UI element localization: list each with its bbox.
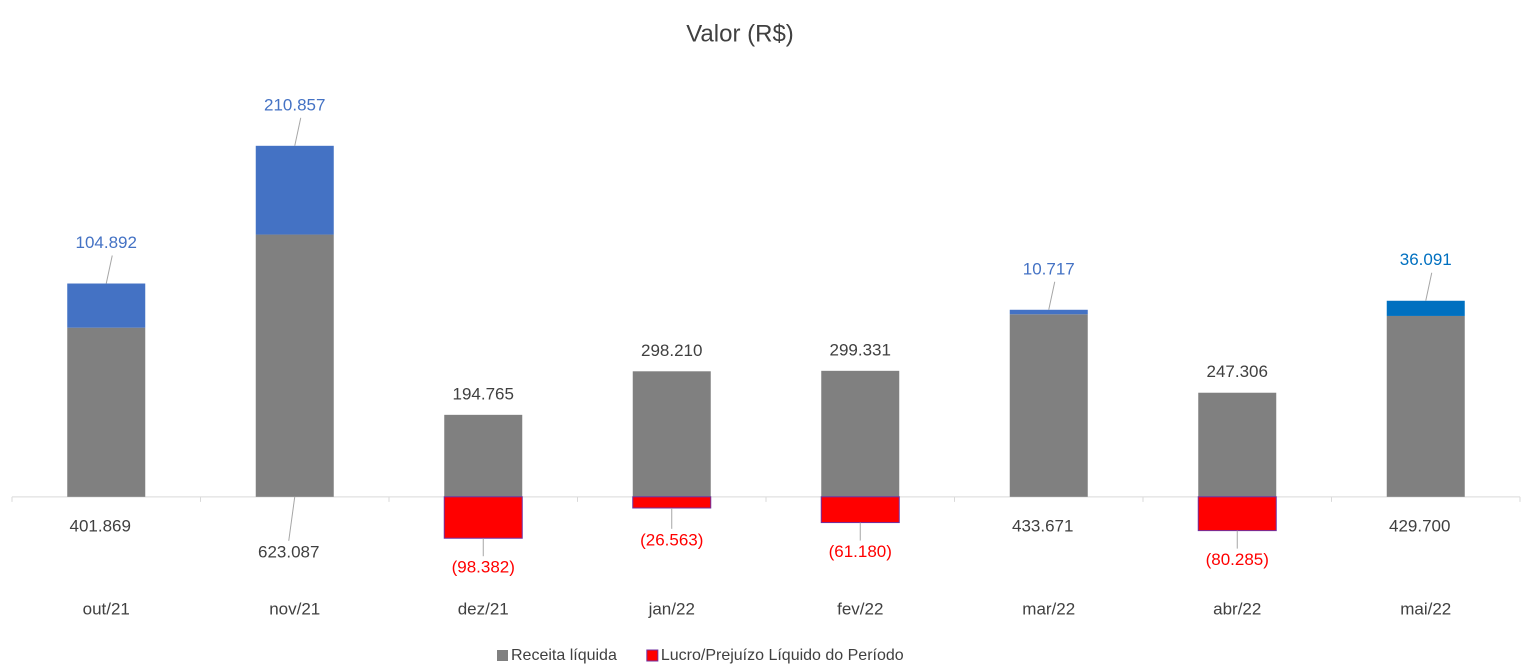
- x-tick-label: fev/22: [837, 599, 883, 618]
- data-label: 210.857: [264, 95, 325, 114]
- chart-title: Valor (R$): [686, 20, 794, 47]
- x-tick-label: nov/21: [269, 599, 320, 618]
- bar: [632, 371, 711, 497]
- data-label: 429.700: [1389, 516, 1450, 535]
- bar: [1198, 392, 1277, 497]
- leader-line: [294, 117, 302, 146]
- bar: [1197, 496, 1277, 532]
- x-tick-label: mai/22: [1400, 599, 1451, 618]
- legend-swatch: [497, 650, 508, 661]
- x-tick-label: out/21: [83, 599, 130, 618]
- bar: [1386, 300, 1465, 316]
- bar: [632, 496, 712, 509]
- bar: [67, 327, 146, 497]
- bar: [255, 234, 334, 497]
- leader-line: [1425, 272, 1433, 301]
- bar: [1386, 315, 1465, 497]
- leader-line: [105, 255, 113, 284]
- legend-swatch: [646, 649, 659, 662]
- data-label: (61.180): [829, 542, 892, 561]
- bar: [820, 496, 900, 524]
- data-label: 10.717: [1023, 259, 1075, 278]
- x-tick-label: jan/22: [648, 599, 695, 618]
- x-tick-label: mar/22: [1022, 599, 1075, 618]
- data-label: 298.210: [641, 341, 702, 360]
- data-label: (80.285): [1206, 550, 1269, 569]
- data-label: (26.563): [640, 530, 703, 549]
- bar: [1009, 309, 1088, 315]
- bar: [67, 283, 146, 328]
- x-tick-label: dez/21: [458, 599, 509, 618]
- data-label: (98.382): [452, 558, 515, 577]
- data-label: 433.671: [1012, 516, 1073, 535]
- bar: [1009, 314, 1088, 497]
- bar: [443, 496, 523, 539]
- data-label: 194.765: [453, 384, 514, 403]
- x-tick-label: abr/22: [1213, 599, 1261, 618]
- data-label: 247.306: [1207, 362, 1268, 381]
- leader-line: [288, 496, 296, 541]
- data-label: 623.087: [258, 542, 319, 561]
- legend-label: Lucro/Prejuízo Líquido do Período: [661, 647, 904, 664]
- bar: [444, 414, 523, 497]
- data-label: 36.091: [1400, 250, 1452, 269]
- data-label: 299.331: [830, 340, 891, 359]
- data-label: 104.892: [76, 233, 137, 252]
- data-label: 401.869: [70, 516, 131, 535]
- bar: [821, 370, 900, 497]
- bar: [255, 145, 334, 235]
- leader-line: [1048, 281, 1056, 310]
- legend-label: Receita líquida: [511, 647, 617, 664]
